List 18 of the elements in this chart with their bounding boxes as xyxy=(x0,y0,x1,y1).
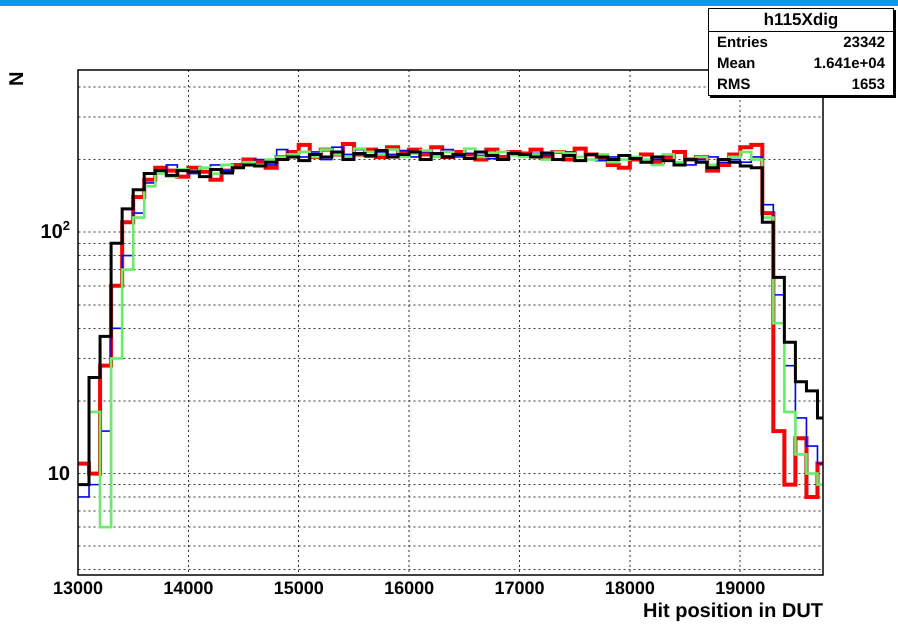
x-tick-label: 16000 xyxy=(384,578,434,598)
y-tick-label: 10 xyxy=(48,462,70,486)
text: Entries xyxy=(717,34,768,51)
x-tick-label: 18000 xyxy=(604,578,655,598)
annotation: 1.641e+04 xyxy=(814,55,885,72)
x-tick-label: 15000 xyxy=(274,578,324,598)
x-tick-label: 13000 xyxy=(52,578,104,598)
text: 1653 xyxy=(852,76,885,93)
text: 23342 xyxy=(843,34,885,51)
y-axis-title: N xyxy=(6,72,29,86)
text: h115Xdig xyxy=(709,9,893,32)
x-axis-title: Hit position in DUT xyxy=(643,600,823,623)
x-tick-label: 19000 xyxy=(715,578,766,598)
annotation: RMS xyxy=(717,76,750,93)
annotation: Mean xyxy=(717,55,756,72)
y-tick-label: 10$^{2}$ xyxy=(40,218,70,244)
x-tick-label: 17000 xyxy=(494,578,545,598)
x-tick-label: 14000 xyxy=(163,578,214,598)
